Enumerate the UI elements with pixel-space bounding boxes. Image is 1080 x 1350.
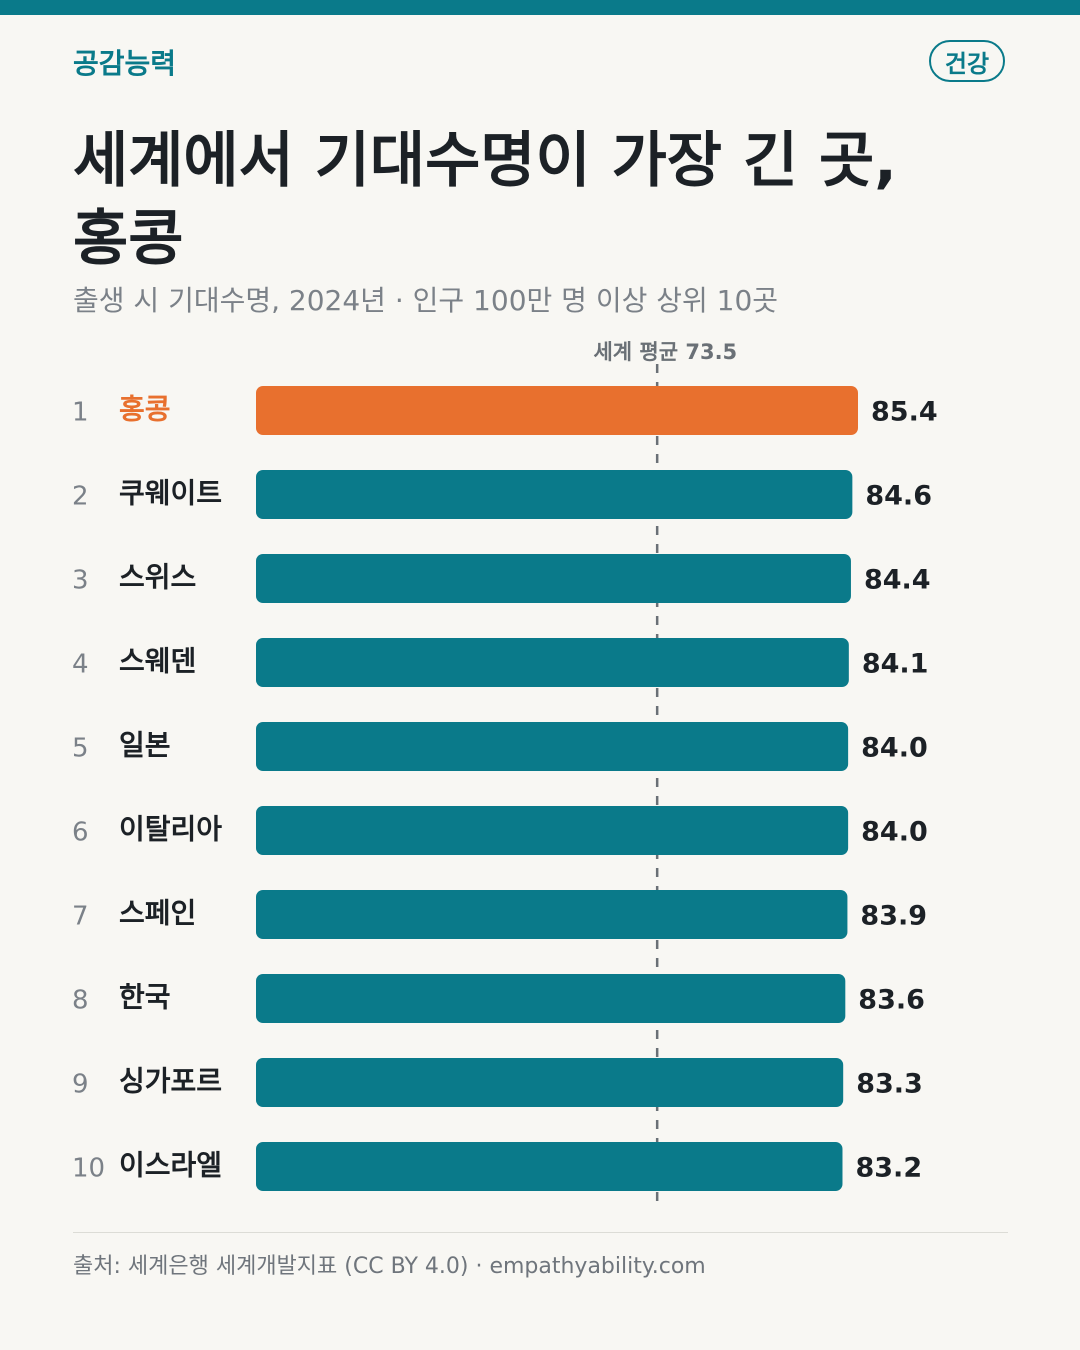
top-accent-bar [0,0,1080,15]
rank-label: 2 [72,482,89,512]
value-label: 84.0 [861,817,928,848]
category-label: 이탈리아 [119,813,222,846]
bar [256,722,849,771]
bar [256,1058,844,1107]
rank-label: 5 [72,734,89,764]
bar [256,470,853,519]
life-expectancy-bar-chart: 세계 평균 73.5 1 홍콩 85.4 2 쿠웨이트 84.6 3 스위스 84.4 4 스웨덴 84… [72,340,938,1206]
world-average-label: 세계 평균 73.5 [593,340,737,364]
bar [256,806,849,855]
rank-label: 9 [72,1070,89,1100]
bar [256,638,849,687]
value-label: 84.1 [862,649,929,680]
page-subtitle: 출생 시 기대수명, 2024년 · 인구 100만 명 이상 상위 10곳 [73,284,779,317]
category-label: 쿠웨이트 [119,477,222,510]
bar [256,974,846,1023]
value-label: 85.4 [871,397,938,428]
category-label: 스웨덴 [119,645,196,678]
category-label: 이스라엘 [119,1149,222,1182]
brand-name: 공감능력 [73,47,177,80]
value-label: 83.9 [860,901,927,932]
category-label: 한국 [119,981,171,1014]
bar [256,890,848,939]
value-label: 84.6 [865,481,932,512]
value-label: 83.2 [855,1153,922,1184]
rank-label: 10 [72,1154,105,1184]
source-note: 출처: 세계은행 세계개발지표 (CC BY 4.0) · empathyabi… [73,1254,706,1279]
value-label: 83.6 [858,985,925,1016]
rank-label: 4 [72,650,89,680]
rank-label: 8 [72,986,89,1016]
category-label: 싱가포르 [119,1065,222,1098]
bar [256,554,851,603]
footer-divider [73,1232,1008,1233]
category-label: 일본 [119,729,171,762]
rank-label: 6 [72,818,89,848]
bar [256,1142,843,1191]
value-label: 84.0 [861,733,928,764]
rank-label: 7 [72,902,89,932]
category-label: 홍콩 [119,393,171,426]
rank-label: 3 [72,566,89,596]
category-label: 스위스 [119,561,196,594]
value-label: 84.4 [864,565,931,596]
category-badge: 건강 [929,40,1005,82]
page-title: 세계에서 기대수명이 가장 긴 곳, 홍콩 [73,122,1013,278]
title-line-1: 세계에서 기대수명이 가장 긴 곳, [73,126,897,196]
bar [256,386,858,435]
value-label: 83.3 [856,1069,923,1100]
rank-label: 1 [72,398,89,428]
category-label: 스페인 [119,897,196,930]
title-line-2: 홍콩 [73,204,184,274]
